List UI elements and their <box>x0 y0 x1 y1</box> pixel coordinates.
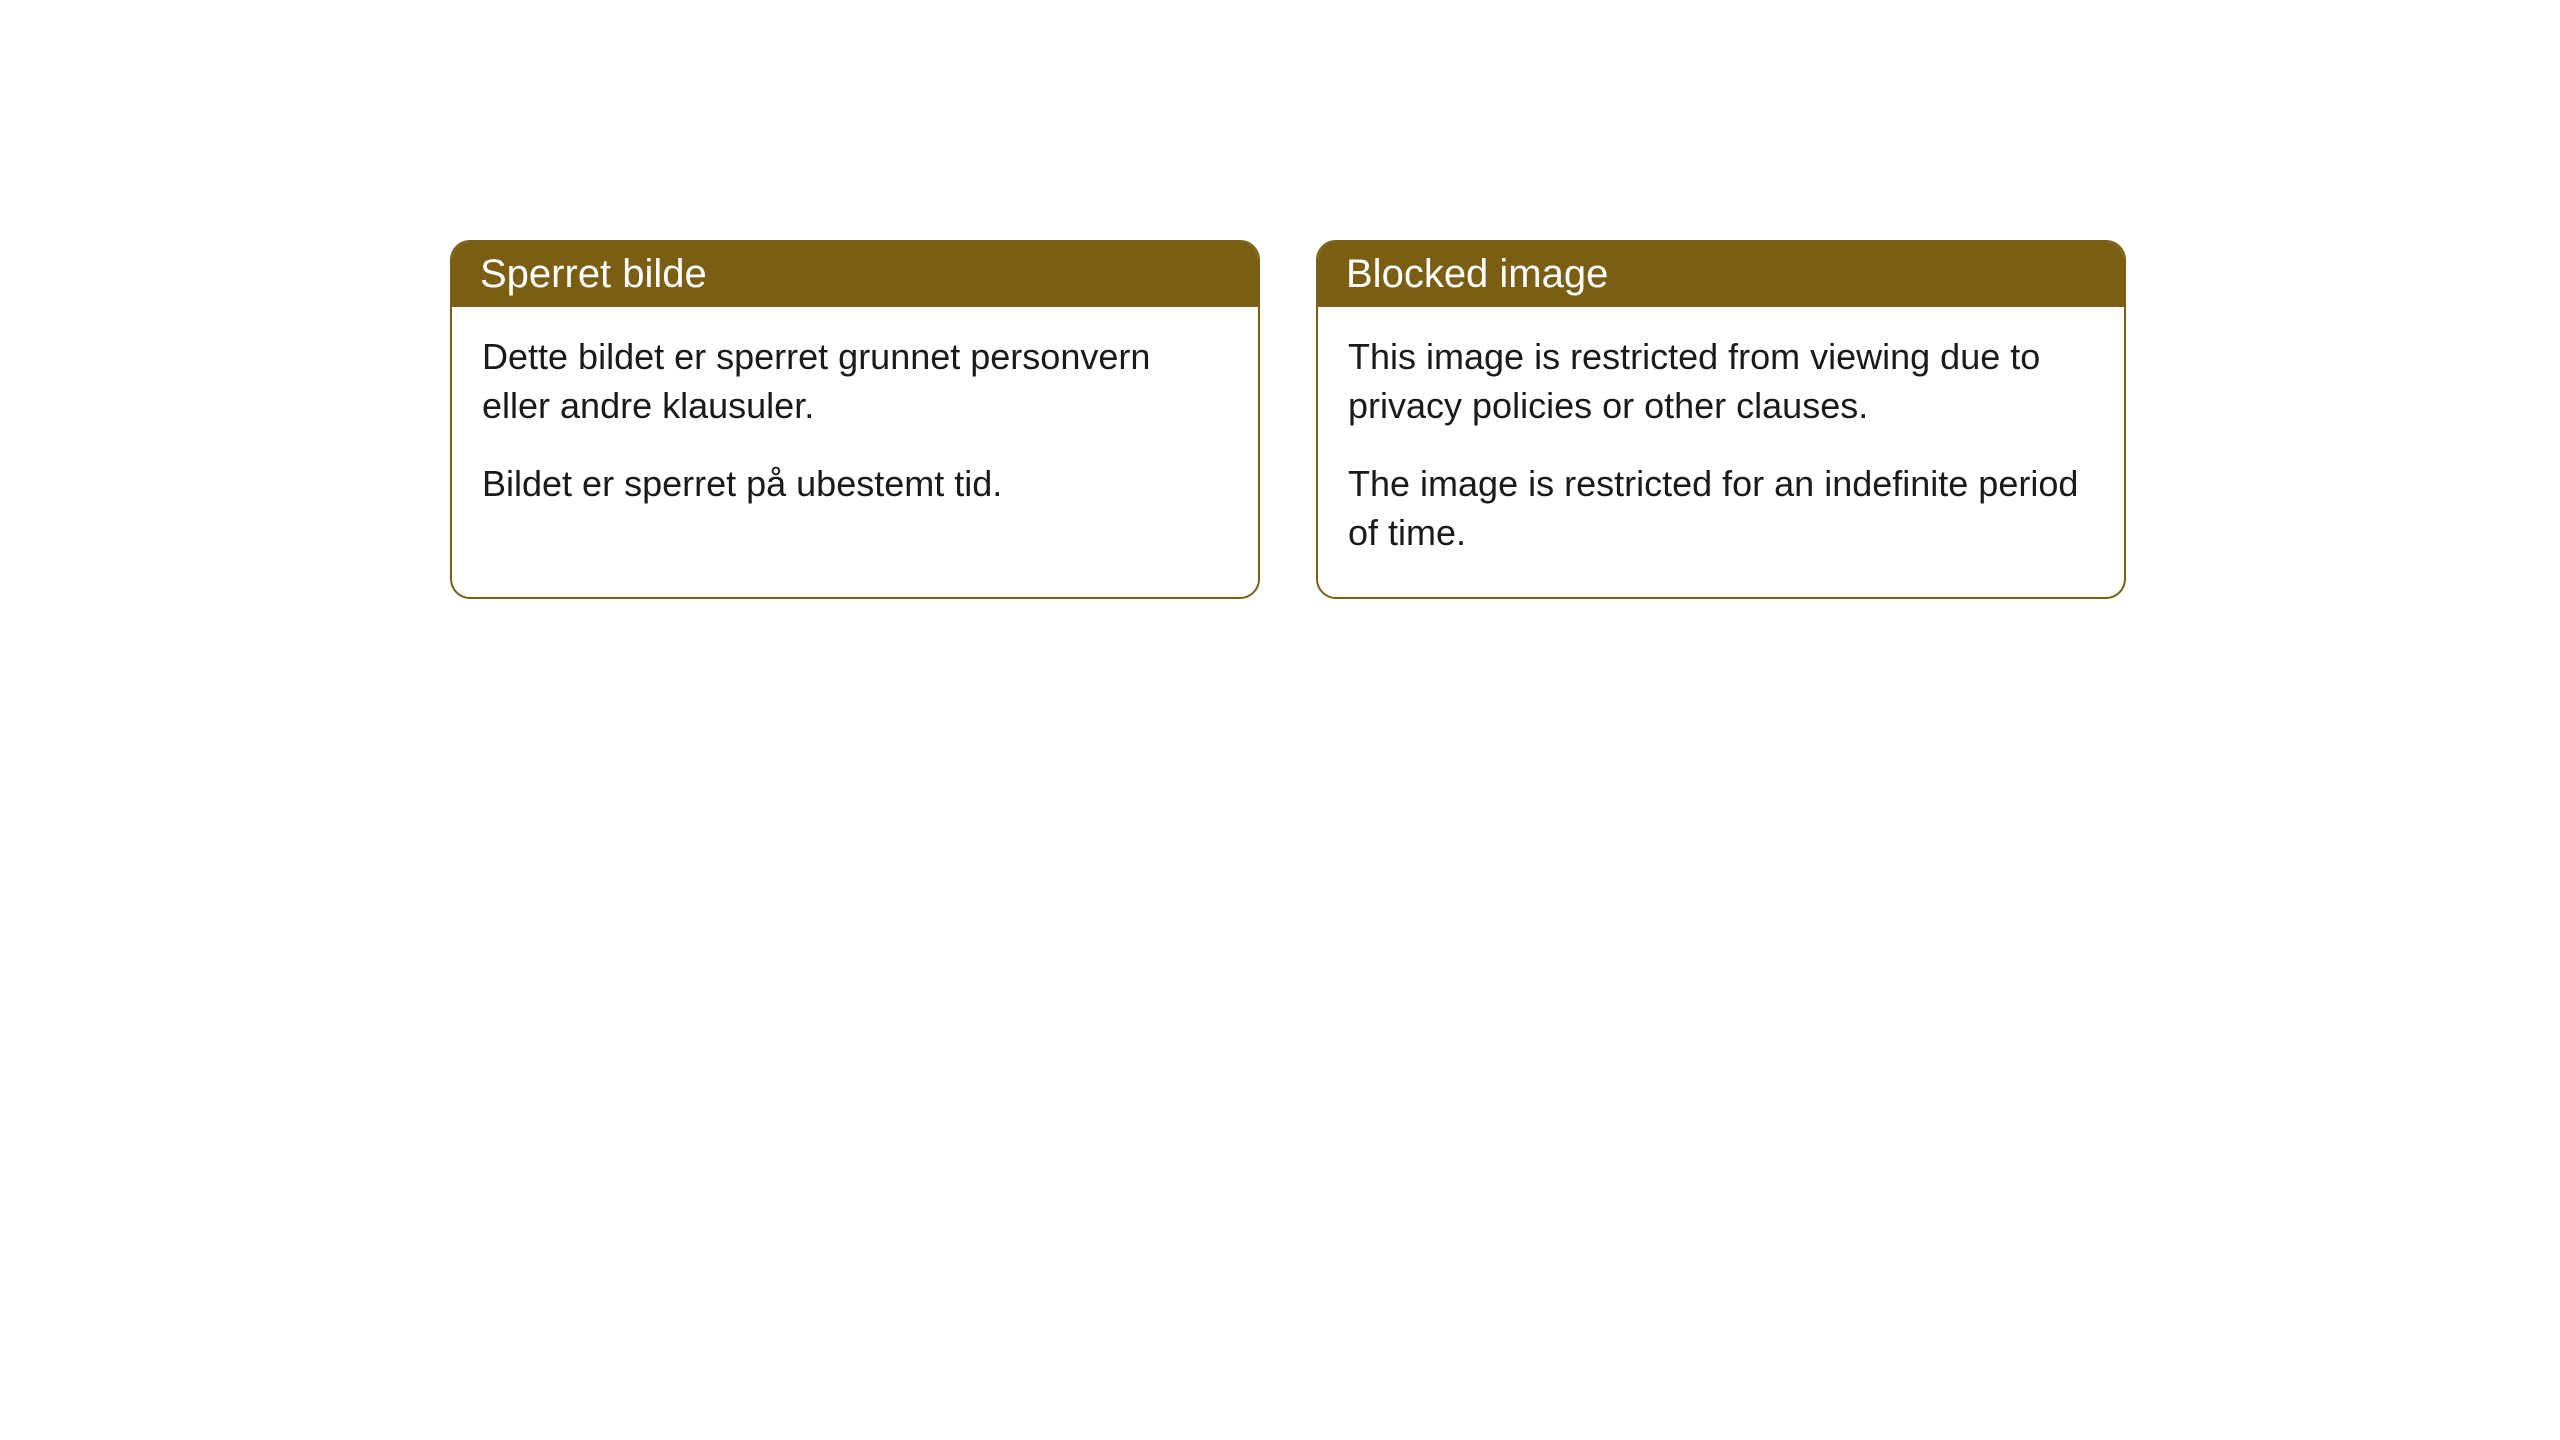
blocked-image-card-en: Blocked image This image is restricted f… <box>1316 240 2126 599</box>
card-paragraph-1-no: Dette bildet er sperret grunnet personve… <box>482 333 1228 430</box>
card-title-no: Sperret bilde <box>480 252 707 296</box>
card-header-en: Blocked image <box>1318 242 2124 307</box>
card-paragraph-2-en: The image is restricted for an indefinit… <box>1348 460 2094 557</box>
card-paragraph-1-en: This image is restricted from viewing du… <box>1348 333 2094 430</box>
card-body-en: This image is restricted from viewing du… <box>1318 307 2124 597</box>
card-title-en: Blocked image <box>1346 252 1608 296</box>
card-header-no: Sperret bilde <box>452 242 1258 307</box>
card-paragraph-2-no: Bildet er sperret på ubestemt tid. <box>482 460 1228 509</box>
blocked-image-card-no: Sperret bilde Dette bildet er sperret gr… <box>450 240 1260 599</box>
card-body-no: Dette bildet er sperret grunnet personve… <box>452 307 1258 549</box>
notice-cards-container: Sperret bilde Dette bildet er sperret gr… <box>0 0 2560 599</box>
